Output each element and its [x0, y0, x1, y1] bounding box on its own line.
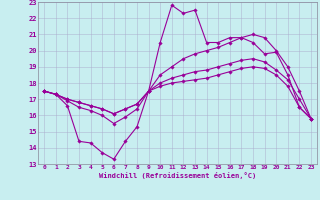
X-axis label: Windchill (Refroidissement éolien,°C): Windchill (Refroidissement éolien,°C)	[99, 172, 256, 179]
